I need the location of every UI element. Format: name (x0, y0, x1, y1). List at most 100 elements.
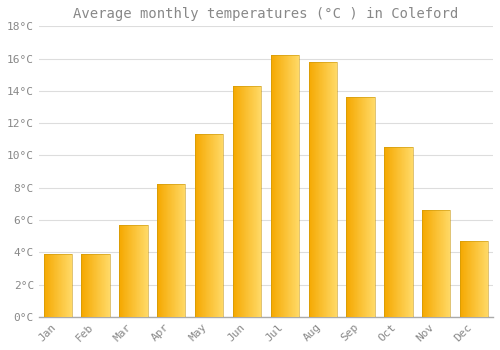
Bar (461, 241, 462, 317)
Bar (243, 86, 244, 317)
Bar (407, 147, 408, 317)
Bar (96, 254, 98, 317)
Bar (290, 55, 291, 317)
Bar (209, 134, 210, 317)
Bar (244, 86, 246, 317)
Bar (213, 134, 214, 317)
Bar (332, 62, 333, 317)
Bar (447, 210, 448, 317)
Bar (389, 147, 390, 317)
Bar (145, 225, 146, 317)
Bar (202, 134, 203, 317)
Bar (483, 241, 484, 317)
Bar (251, 86, 252, 317)
Bar (472, 241, 473, 317)
Bar (439, 210, 440, 317)
Bar (487, 241, 488, 317)
Bar (239, 86, 240, 317)
Bar (434, 210, 435, 317)
Bar (366, 97, 367, 317)
Bar (399, 147, 400, 317)
Bar (318, 62, 320, 317)
Bar (259, 86, 260, 317)
Bar (406, 147, 407, 317)
Bar (431, 210, 432, 317)
Bar (61, 254, 62, 317)
Bar (218, 134, 219, 317)
Bar (83, 254, 84, 317)
Bar (322, 62, 324, 317)
Bar (147, 225, 148, 317)
Bar (371, 97, 372, 317)
Bar (139, 225, 140, 317)
Bar (438, 210, 439, 317)
Bar (167, 184, 168, 317)
Bar (253, 86, 254, 317)
Bar (481, 241, 482, 317)
Bar (314, 62, 315, 317)
Bar (348, 97, 349, 317)
Bar (235, 86, 236, 317)
Bar (181, 184, 182, 317)
Bar (258, 86, 259, 317)
Bar (256, 86, 257, 317)
Bar (460, 241, 488, 317)
Bar (360, 97, 361, 317)
Bar (426, 210, 427, 317)
Bar (102, 254, 103, 317)
Bar (46, 254, 47, 317)
Bar (328, 62, 329, 317)
Bar (486, 241, 487, 317)
Bar (142, 225, 143, 317)
Bar (211, 134, 212, 317)
Bar (289, 55, 290, 317)
Bar (384, 147, 385, 317)
Bar (241, 86, 242, 317)
Bar (479, 241, 480, 317)
Bar (445, 210, 446, 317)
Bar (313, 62, 314, 317)
Bar (326, 62, 328, 317)
Bar (47, 254, 48, 317)
Bar (134, 225, 135, 317)
Bar (199, 134, 200, 317)
Bar (163, 184, 164, 317)
Bar (364, 97, 365, 317)
Bar (362, 97, 363, 317)
Bar (127, 225, 128, 317)
Bar (248, 86, 250, 317)
Bar (411, 147, 412, 317)
Bar (449, 210, 450, 317)
Bar (159, 184, 160, 317)
Bar (402, 147, 403, 317)
Bar (409, 147, 410, 317)
Bar (324, 62, 325, 317)
Bar (98, 254, 99, 317)
Bar (346, 97, 375, 317)
Bar (443, 210, 444, 317)
Bar (285, 55, 286, 317)
Bar (196, 134, 197, 317)
Bar (233, 86, 234, 317)
Bar (95, 254, 96, 317)
Bar (120, 225, 121, 317)
Bar (271, 55, 272, 317)
Bar (135, 225, 136, 317)
Bar (423, 210, 424, 317)
Bar (107, 254, 108, 317)
Bar (204, 134, 205, 317)
Bar (315, 62, 316, 317)
Bar (136, 225, 137, 317)
Bar (173, 184, 174, 317)
Bar (346, 97, 347, 317)
Bar (474, 241, 476, 317)
Bar (50, 254, 51, 317)
Bar (464, 241, 465, 317)
Bar (66, 254, 67, 317)
Bar (233, 86, 261, 317)
Bar (137, 225, 138, 317)
Bar (373, 97, 374, 317)
Bar (126, 225, 127, 317)
Bar (162, 184, 163, 317)
Bar (55, 254, 56, 317)
